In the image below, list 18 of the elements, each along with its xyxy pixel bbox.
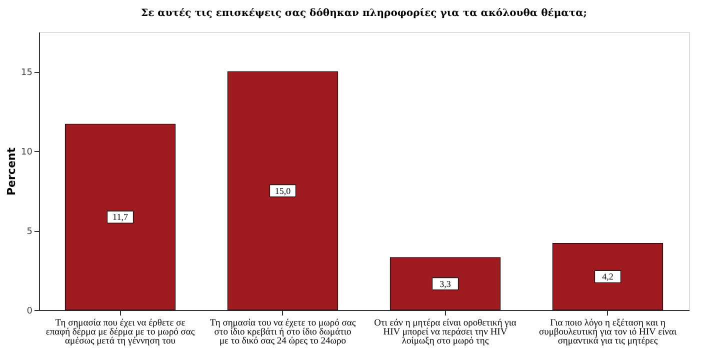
bar — [390, 257, 501, 310]
data-label: 11,7 — [112, 212, 128, 222]
bar — [227, 71, 338, 310]
bar — [552, 242, 664, 310]
data-label: 3,3 — [440, 278, 452, 289]
y-tick-label: 15 — [21, 68, 32, 78]
y-tick-label: 5 — [26, 227, 32, 238]
x-tick-label: Για ποιο λόγο η εξέταση και η συμβουλευτική για τον ιό HIV είναι σημαντικά για τις μητέρες — [539, 318, 677, 346]
y-tick-label: 10 — [21, 148, 33, 158]
data-label: 4,2 — [602, 272, 614, 282]
data-label: 15,0 — [274, 186, 292, 196]
chart-title: Σε αυτές τις επισκέψεις σας δόθηκαν πληροφορίες για τα ακόλουθα θέματα; — [141, 8, 587, 19]
y-tick-label: 0 — [26, 306, 33, 316]
x-tick-label: Τη σημασία που έχει να έρθετε σε επαφή δέρμα με δέρμα με το μωρό σας αμέσως μετά τη γέννηση του — [46, 318, 195, 346]
y-axis-title: Percent — [5, 147, 18, 196]
x-tick-label: Τη σημασία του να έχετε το μωρό σας στο ίδιο κρεβάτι ή στο ίδιο δωμάτιο με το δικό σας 24 ώρες το 24ωρο — [210, 318, 356, 346]
x-tick-label: Οτι εάν η μητέρα είναι οροθετική για HIV μπορεί να περάσει την HIV λοίμωξη στο μωρό της — [374, 318, 516, 346]
bar — [64, 124, 176, 310]
